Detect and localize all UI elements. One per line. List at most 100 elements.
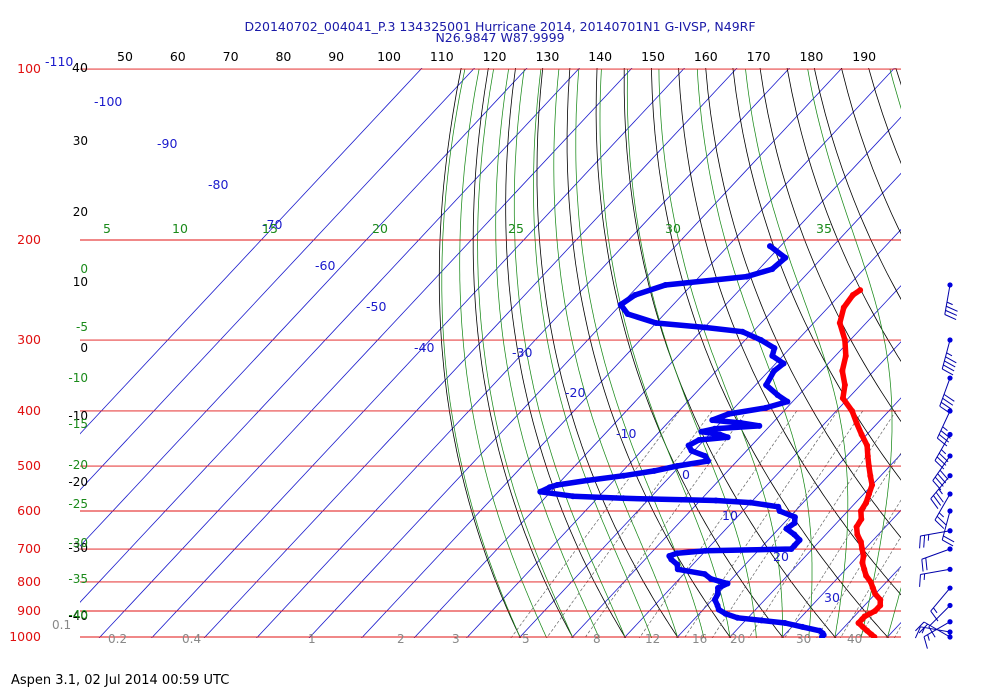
wind-barb [915, 621, 953, 640]
trace-point [869, 482, 876, 488]
pressure-label: 300 [17, 332, 41, 347]
moist-adiabat-label: 5 [103, 221, 111, 236]
mixing-ratio-label: 16 [692, 632, 707, 646]
isotherm-label: -110 [45, 54, 73, 69]
moist-adiabat-label: 25 [508, 221, 524, 236]
trace-point [780, 360, 787, 367]
trace-point [853, 420, 860, 426]
isotherm-line [676, 397, 901, 638]
temperature-trace [836, 287, 884, 638]
mixing-ratio-label: 20 [730, 632, 745, 646]
trace-point [537, 488, 544, 495]
barb-flag [939, 469, 949, 480]
moist-adiabat-line [495, 68, 600, 638]
mixing-ratio-label: 5 [522, 632, 530, 646]
trace-point [864, 442, 871, 449]
moist-adiabat-label: -10 [68, 371, 88, 385]
dry-adiabat-label: 20 [73, 205, 88, 219]
dry-adiabat-line [472, 68, 574, 638]
mixing-ratio-label: 8 [593, 632, 601, 646]
barb-staff [921, 548, 951, 560]
pressure-label: 100 [17, 61, 41, 76]
dry-adiabat-line [907, 14, 1000, 651]
dry-adiabat-line [958, 14, 1000, 651]
moist-adiabat-label: 20 [372, 221, 388, 236]
dry-adiabat-label: -30 [68, 541, 88, 555]
top-temperature-label: 110 [430, 49, 454, 64]
barb-half-flag [940, 449, 947, 455]
trace-point [857, 508, 864, 514]
wind-barb [914, 626, 953, 639]
barb-staff [932, 455, 951, 481]
barb-station-dot [947, 408, 953, 414]
isotherm-line [256, 68, 790, 638]
barb-flag [937, 437, 948, 447]
wind-barb [930, 585, 953, 622]
dry-adiabat-line [984, 14, 1000, 651]
trace-point [818, 634, 825, 638]
trace-point [865, 463, 872, 469]
moist-adiabat-label: -30 [68, 536, 88, 550]
trace-point [715, 585, 721, 591]
moist-adiabat-label: -35 [68, 572, 88, 586]
trace-point [771, 367, 778, 374]
mixing-ratio-line [893, 625, 901, 638]
trace-point [758, 617, 765, 624]
dry-adiabat-line [933, 14, 1000, 651]
mixing-ratio-label: 12 [645, 632, 660, 646]
trace-point [716, 431, 723, 438]
trace-point [707, 575, 714, 582]
trace-point [620, 495, 627, 502]
barb-flag [923, 535, 926, 548]
barb-station-dot [947, 337, 953, 343]
isotherm-line [466, 172, 901, 638]
trace-point [701, 324, 708, 331]
isotherm-label: -20 [565, 385, 585, 400]
isotherm-line [80, 68, 528, 547]
trace-point [702, 547, 709, 554]
barb-station-dot [947, 634, 953, 640]
mixing-ratio-line [816, 499, 901, 638]
trace-point [776, 508, 783, 514]
barb-half-flag [933, 607, 938, 614]
isotherm-label: 20 [773, 549, 789, 564]
top-temperature-label: 70 [223, 49, 239, 64]
trace-point [711, 596, 718, 603]
isotherm-label: -50 [366, 299, 386, 314]
wind-barb [921, 546, 953, 572]
trace-point [747, 499, 754, 506]
mixing-ratio-label: 3 [452, 632, 460, 646]
moist-adiabat-line [553, 68, 679, 638]
trace-point [872, 591, 879, 597]
trace-point [709, 417, 716, 424]
dry-adiabat-label: 30 [73, 134, 88, 148]
trace-point [774, 392, 781, 399]
barb-flag [930, 498, 939, 509]
wind-barb [930, 473, 953, 509]
barb-flag [943, 535, 955, 543]
moist-adiabat-label: -40 [68, 608, 88, 622]
isotherm-line [413, 116, 901, 638]
barb-staff [920, 530, 951, 537]
barb-flag [933, 495, 942, 506]
isotherm-label: -40 [414, 340, 434, 355]
mixing-ratio-line [510, 410, 680, 638]
isotherm-line [80, 68, 423, 435]
trace-point [849, 292, 856, 298]
trace-point [584, 477, 591, 484]
trace-point [859, 623, 866, 630]
isotherm-label: -100 [94, 94, 122, 109]
moist-adiabat-label: -15 [68, 417, 88, 431]
chart-title-line-1: D20140702_004041_P.3 134325001 Hurricane… [244, 19, 756, 34]
barb-staff [941, 510, 951, 541]
pressure-label: 700 [17, 541, 41, 556]
barb-staff [936, 410, 951, 439]
barb-flag [919, 535, 921, 549]
trace-point [853, 523, 860, 530]
isotherm-line [151, 68, 685, 638]
mixing-ratio-line [858, 565, 901, 638]
barb-station-dot [947, 585, 953, 591]
barb-staff [930, 587, 951, 612]
